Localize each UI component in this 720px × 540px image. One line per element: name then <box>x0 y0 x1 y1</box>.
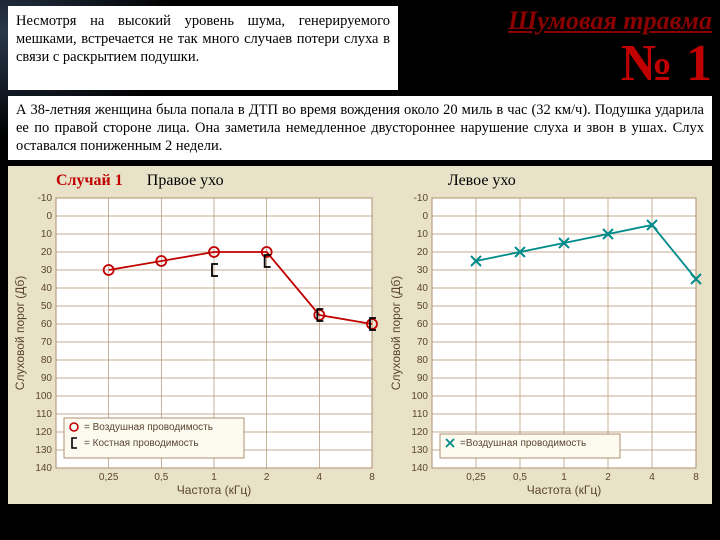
svg-text:140: 140 <box>35 463 52 474</box>
svg-text:30: 30 <box>41 265 53 276</box>
svg-text:0: 0 <box>422 211 428 222</box>
svg-text:0,5: 0,5 <box>513 472 527 483</box>
case-label: Случай 1 <box>56 172 123 190</box>
svg-text:110: 110 <box>412 409 428 420</box>
svg-text:100: 100 <box>35 391 52 402</box>
svg-text:70: 70 <box>41 337 53 348</box>
svg-text:Частота (кГц): Частота (кГц) <box>177 483 251 497</box>
svg-text:10: 10 <box>417 229 429 240</box>
right-ear-label: Правое ухо <box>147 172 224 190</box>
svg-text:50: 50 <box>41 301 53 312</box>
svg-text:40: 40 <box>41 283 53 294</box>
svg-text:4: 4 <box>317 472 323 483</box>
audiogram-charts: Случай 1 Правое ухо -1001020304050607080… <box>8 166 712 504</box>
svg-text:30: 30 <box>417 265 429 276</box>
right-ear-chart: -10 0 10 20 30 40 50 60 70 80 90 100 110 120 130 140 0,2… <box>12 192 382 498</box>
svg-text:120: 120 <box>411 427 428 438</box>
svg-text:4: 4 <box>649 472 655 483</box>
left-ear-panel: Левое ухо -10010203040506070809010011012… <box>388 170 708 500</box>
svg-text:80: 80 <box>417 355 429 366</box>
svg-text:8: 8 <box>369 472 375 483</box>
svg-text:20: 20 <box>417 247 429 258</box>
svg-text:Частота (кГц): Частота (кГц) <box>527 483 601 497</box>
left-ear-label: Левое ухо <box>448 172 516 190</box>
svg-text:60: 60 <box>417 319 429 330</box>
svg-text:20: 20 <box>41 247 53 258</box>
svg-text:= Костная проводимость: = Костная проводимость <box>84 438 199 449</box>
svg-text:=Воздушная проводимость: =Воздушная проводимость <box>460 438 586 449</box>
svg-text:70: 70 <box>417 337 429 348</box>
intro-text: Несмотря на высокий уровень шума, генери… <box>8 6 398 90</box>
svg-text:1: 1 <box>211 472 217 483</box>
svg-text:110: 110 <box>36 409 52 420</box>
svg-text:-10: -10 <box>413 193 428 204</box>
svg-text:8: 8 <box>693 472 699 483</box>
svg-text:0: 0 <box>46 211 52 222</box>
svg-text:0,25: 0,25 <box>99 472 119 483</box>
svg-text:10: 10 <box>41 229 53 240</box>
svg-text:90: 90 <box>417 373 429 384</box>
svg-text:80: 80 <box>41 355 53 366</box>
svg-text:120: 120 <box>35 427 52 438</box>
svg-text:= Воздушная проводимость: = Воздушная проводимость <box>84 422 213 433</box>
svg-text:0,5: 0,5 <box>154 472 168 483</box>
svg-text:40: 40 <box>417 283 429 294</box>
case-description: А 38-летняя женщина была попала в ДТП во… <box>8 96 712 160</box>
svg-text:1: 1 <box>561 472 567 483</box>
svg-text:90: 90 <box>41 373 53 384</box>
svg-text:2: 2 <box>264 472 270 483</box>
svg-text:Слуховой порог (Дб): Слуховой порог (Дб) <box>13 276 27 390</box>
svg-text:-10: -10 <box>38 193 53 204</box>
svg-text:130: 130 <box>411 445 428 456</box>
left-ear-chart: -10 0 10 20 30 40 50 60 70 80 90 100 110 120 130 140 0,2… <box>388 192 706 498</box>
number-badge: № 1 <box>414 38 712 90</box>
svg-text:140: 140 <box>411 463 428 474</box>
svg-text:130: 130 <box>35 445 52 456</box>
svg-text:0,25: 0,25 <box>466 472 486 483</box>
svg-text:2: 2 <box>605 472 611 483</box>
svg-text:Слуховой порог (Дб): Слуховой порог (Дб) <box>389 276 403 390</box>
svg-text:60: 60 <box>41 319 53 330</box>
svg-text:100: 100 <box>411 391 428 402</box>
right-ear-panel: Случай 1 Правое ухо -1001020304050607080… <box>12 170 388 500</box>
main-title: Шумовая травма <box>414 6 712 36</box>
svg-text:50: 50 <box>417 301 429 312</box>
